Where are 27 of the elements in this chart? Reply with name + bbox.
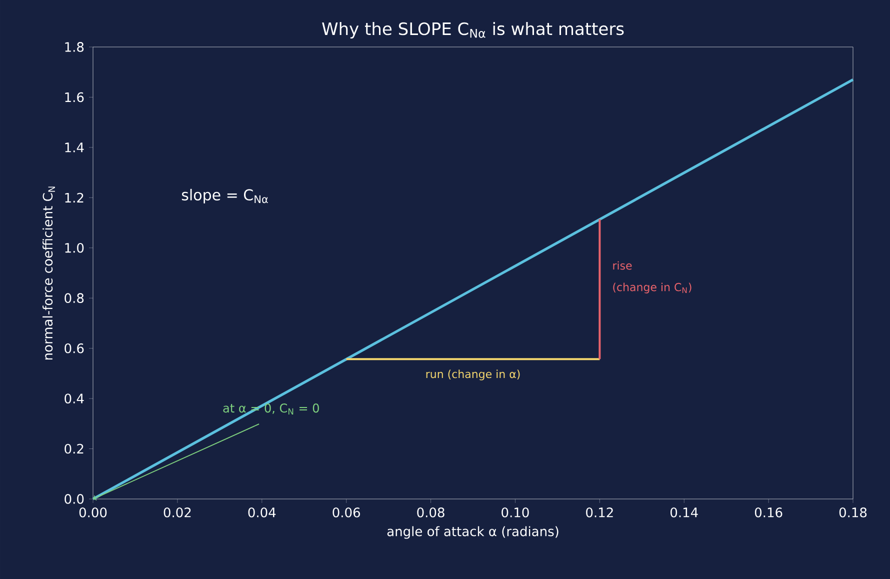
x-tick-label: 0.18 — [839, 508, 867, 518]
x-tick-label: 0.04 — [248, 508, 276, 518]
x-tick-label: 0.14 — [670, 508, 698, 518]
x-axis-title: angle of attack α (radians) — [387, 526, 558, 539]
y-tick-label: 1.8 — [65, 42, 84, 52]
x-tick-label: 0.06 — [332, 508, 360, 518]
annotation: rise — [613, 261, 632, 270]
y-tick-label: 0.8 — [64, 293, 84, 304]
annotation: slope = C$_{Nα}$ — [182, 188, 268, 204]
annotation: run (change in α) — [426, 370, 520, 380]
x-tick-label: 0.10 — [502, 508, 529, 518]
x-tick-label: 0.12 — [586, 508, 613, 518]
x-tick-label: 0.16 — [754, 508, 782, 518]
y-tick-label: 0.4 — [64, 394, 84, 404]
annotation: (change in C$_{N}$) — [613, 282, 692, 294]
x-tick-label: 0.08 — [417, 508, 444, 518]
x-tick-label: 0.00 — [79, 508, 107, 518]
y-tick-label: 0.6 — [64, 343, 84, 354]
chart-title: Why the SLOPE C$_{Nα}$ is what matters — [322, 22, 624, 38]
y-tick-label: 0.2 — [64, 444, 84, 454]
y-tick-label: 1.6 — [65, 92, 84, 102]
y-tick-label: 0.0 — [64, 494, 84, 504]
y-tick-label: 1.4 — [65, 142, 84, 152]
y-axis-title: normal-force coefficient C$_{N}$ — [42, 186, 55, 360]
x-tick-label: 0.02 — [164, 508, 191, 518]
y-tick-label: 1.2 — [65, 192, 84, 202]
y-tick-label: 1.0 — [65, 242, 84, 253]
